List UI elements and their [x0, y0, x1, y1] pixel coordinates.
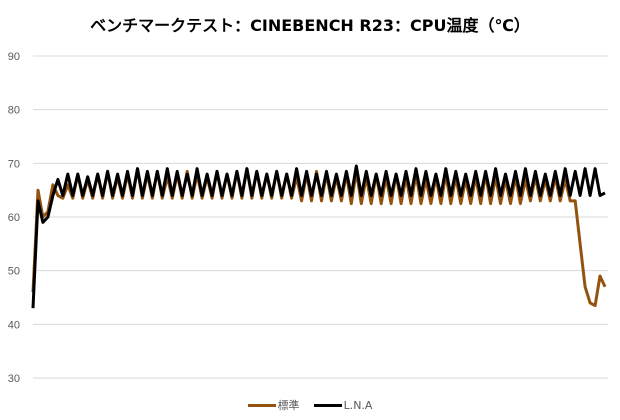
legend-item-lna: L.N.A — [313, 397, 373, 413]
series-line-lna — [31, 164, 606, 309]
legend-label-standard: 標準 — [277, 399, 300, 412]
y-tick-label: 50 — [8, 266, 20, 278]
chart-title: ベンチマークテスト：CINEBENCH R23：CPU温度（℃） — [90, 16, 530, 35]
y-tick-label: 60 — [8, 212, 20, 224]
legend-swatch-lna — [313, 403, 342, 407]
legend-swatch-standard — [247, 403, 276, 407]
legend: 標準 L.N.A — [0, 397, 620, 413]
y-tick-label: 70 — [8, 158, 20, 170]
legend-label-lna: L.N.A — [343, 398, 373, 412]
legend-item-standard: 標準 — [247, 397, 300, 413]
y-tick-label: 30 — [8, 373, 20, 385]
y-tick-label: 40 — [8, 319, 20, 331]
y-tick-label: 80 — [8, 105, 20, 117]
y-tick-label: 90 — [8, 51, 20, 63]
